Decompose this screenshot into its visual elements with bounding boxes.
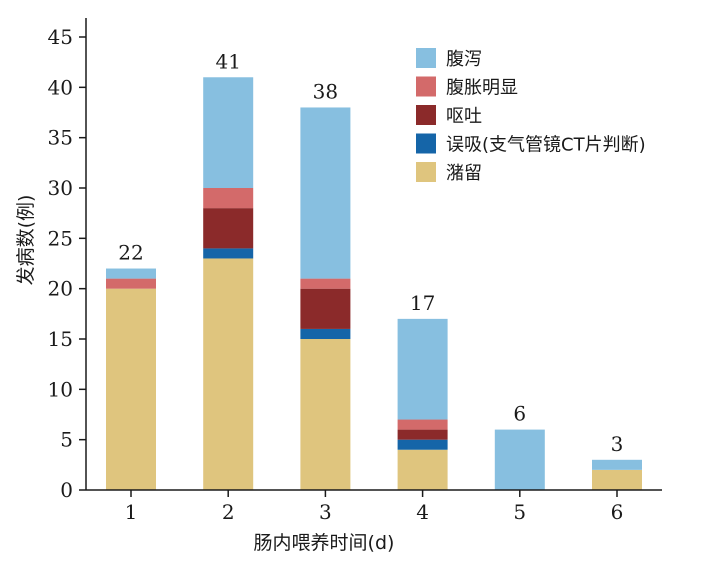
bar-segment: [203, 258, 253, 490]
legend-label: 误吸(支气管镜CT片判断): [446, 135, 646, 156]
bar-segment: [203, 188, 253, 208]
x-ticks-layer: 1 2 3 4 5 6: [125, 490, 624, 524]
x-tick-label: 5: [513, 500, 526, 524]
legend-label: 腹泻: [446, 49, 482, 70]
x-tick-label: 1: [125, 500, 138, 524]
bar-segment: [398, 430, 448, 440]
legend-swatch: [416, 48, 436, 68]
total-labels-layer: 22 41 38 17 6 3: [118, 49, 623, 456]
legend-swatch: [416, 134, 436, 154]
y-axis-title: 发病数(例): [15, 195, 37, 286]
bar-total-label: 41: [215, 49, 240, 73]
y-tick-label: 20: [48, 277, 73, 301]
y-tick-label: 30: [48, 176, 73, 200]
legend-swatch: [416, 77, 436, 97]
y-tick-label: 5: [60, 428, 73, 452]
bar-segment: [300, 279, 350, 289]
bar-segment: [203, 77, 253, 188]
bar-segment: [398, 420, 448, 430]
y-tick-label: 0: [60, 478, 73, 502]
bar-segment: [300, 107, 350, 278]
x-axis-title: 肠内喂养时间(d): [254, 532, 395, 554]
legend-swatch: [416, 105, 436, 125]
bar-total-label: 6: [513, 402, 526, 426]
x-tick-label: 3: [319, 500, 332, 524]
y-tick-label: 35: [48, 126, 73, 150]
bar-total-label: 17: [410, 291, 435, 315]
bar-segment: [203, 248, 253, 258]
y-tick-label: 15: [48, 327, 73, 351]
bar-segment: [106, 279, 156, 289]
x-tick-label: 2: [222, 500, 235, 524]
x-tick-label: 4: [416, 500, 429, 524]
bar-segment: [398, 450, 448, 490]
bar-total-label: 38: [313, 79, 338, 103]
y-ticks-layer: 0 5 10 15 20 25 30 35 40 45: [48, 25, 86, 502]
legend-label: 腹胀明显: [446, 78, 518, 99]
bar-segment: [495, 430, 545, 490]
bar-segment: [300, 289, 350, 329]
y-tick-label: 45: [48, 25, 73, 49]
y-tick-label: 25: [48, 226, 73, 250]
bar-segment: [592, 470, 642, 490]
bar-segment: [398, 319, 448, 420]
legend-label: 呕吐: [446, 106, 482, 127]
x-tick-label: 6: [611, 500, 624, 524]
bar-segment: [398, 440, 448, 450]
y-tick-label: 40: [48, 75, 73, 99]
legend-swatch: [416, 162, 436, 182]
bar-segment: [203, 208, 253, 248]
legend-label: 潴留: [446, 163, 482, 184]
axes-layer: [86, 18, 662, 490]
bar-segment: [106, 289, 156, 490]
bar-segment: [106, 269, 156, 279]
bar-segment: [300, 339, 350, 490]
bar-total-label: 22: [118, 241, 143, 265]
bar-total-label: 3: [611, 432, 624, 456]
bar-segment: [592, 460, 642, 470]
y-tick-label: 10: [48, 377, 73, 401]
bar-segment: [300, 329, 350, 339]
